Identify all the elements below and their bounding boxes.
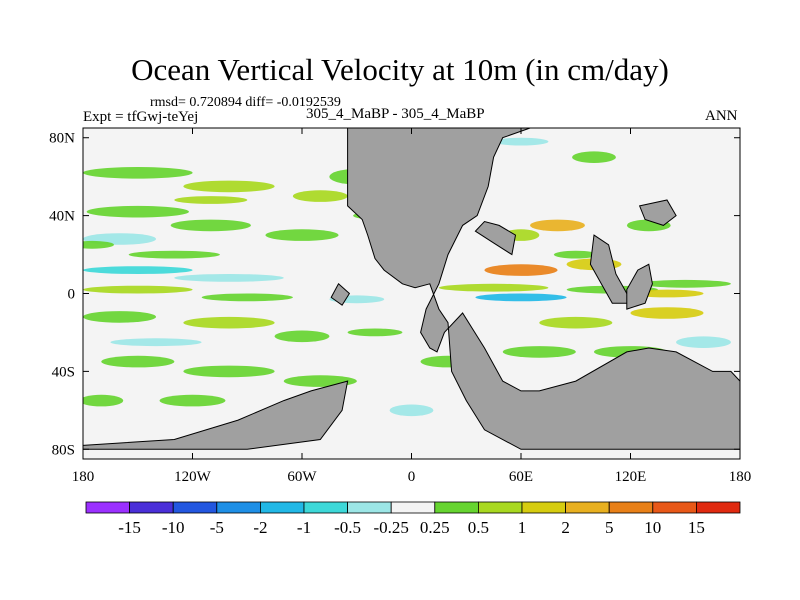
colorbar-swatch	[172, 501, 218, 514]
season-label: ANN	[705, 108, 738, 124]
anomaly-patch	[530, 219, 585, 232]
y-tick-label: 40S	[52, 364, 75, 380]
anomaly-patch	[170, 219, 251, 232]
anomaly-patch	[110, 338, 202, 347]
anomaly-patch	[183, 180, 275, 193]
colorbar-label: -5	[210, 518, 224, 537]
colorbar-swatch	[434, 501, 479, 514]
anomaly-patch	[389, 404, 434, 417]
colorbar-swatch	[347, 501, 392, 514]
anomaly-patch	[183, 365, 275, 378]
colorbar-swatch	[303, 501, 348, 514]
anomaly-patch	[183, 316, 275, 329]
anomaly-patch	[484, 264, 558, 276]
anomaly-patch	[493, 137, 549, 146]
colorbar-swatch	[477, 501, 523, 514]
land-mass	[626, 263, 653, 310]
colorbar-swatch	[608, 501, 654, 514]
anomaly-patch	[174, 274, 284, 282]
colorbar-label: 15	[688, 518, 705, 537]
colorbar-swatch	[259, 501, 305, 514]
colorbar-label: 2	[561, 518, 570, 537]
colorbar-label: 1	[518, 518, 527, 537]
land-mass	[83, 380, 349, 450]
anomaly-patch	[630, 307, 704, 319]
colorbar-swatch	[216, 501, 261, 514]
colorbar-label: -15	[118, 518, 141, 537]
x-tick-label: 180	[72, 469, 95, 485]
colorbar-label: -1	[297, 518, 311, 537]
x-tick-label: 60E	[509, 469, 533, 485]
anomaly-patch	[83, 311, 156, 323]
x-tick-label: 60W	[287, 469, 317, 485]
colorbar-label: -2	[253, 518, 267, 537]
anomaly-patch	[83, 285, 193, 294]
land-mass	[474, 220, 517, 256]
anomaly-patch	[101, 355, 175, 368]
x-tick-label: 0	[408, 469, 416, 485]
colorbar-label: -0.25	[373, 518, 408, 537]
colorbar-label: 0.25	[420, 518, 450, 537]
x-tick-label: 180	[729, 469, 752, 485]
colorbar-swatch	[521, 501, 566, 514]
land-mass	[638, 199, 677, 226]
colorbar-label: -10	[162, 518, 185, 537]
anomaly-patch	[174, 196, 248, 204]
anomaly-patch	[539, 316, 613, 329]
anomaly-patch	[265, 229, 339, 241]
y-tick-label: 80S	[52, 442, 75, 458]
chart-title: Ocean Vertical Velocity at 10m (in cm/da…	[131, 52, 669, 87]
colorbar-swatch	[85, 501, 130, 514]
y-tick-label: 80N	[49, 131, 75, 147]
anomaly-patch	[201, 293, 293, 302]
anomaly-patch	[475, 293, 567, 302]
anomaly-patch	[86, 205, 189, 218]
anomaly-patch	[83, 240, 114, 249]
colorbar-label: 0.5	[468, 518, 489, 537]
colorbar-swatch	[696, 501, 741, 514]
anomaly-patch	[274, 330, 330, 343]
expt-label: Expt = tfGwj-teYej	[83, 109, 199, 125]
anomaly-patch	[159, 394, 226, 407]
x-tick-label: 120E	[615, 469, 647, 485]
y-tick-label: 0	[68, 287, 76, 303]
colorbar-label: 5	[605, 518, 614, 537]
case-label: 305_4_MaBP - 305_4_MaBP	[306, 106, 485, 122]
anomaly-patch	[572, 151, 616, 163]
anomaly-patch	[502, 346, 576, 358]
stats-label: rmsd= 0.720894 diff= -0.0192539	[150, 95, 341, 110]
anomaly-patch	[83, 167, 193, 179]
colorbar-label: -0.5	[334, 518, 361, 537]
anomaly-patch	[347, 328, 403, 337]
colorbar-swatch	[565, 501, 610, 514]
anomaly-patch	[128, 250, 220, 259]
anomaly-patch	[83, 266, 193, 274]
colorbar-swatch	[129, 501, 174, 514]
x-tick-label: 120W	[174, 469, 212, 485]
colorbar-label: 10	[644, 518, 661, 537]
anomaly-patch	[639, 279, 731, 288]
land-mass	[347, 128, 740, 450]
anomaly-patch	[438, 283, 549, 292]
colorbar-swatch	[390, 501, 436, 514]
colorbar-swatch	[652, 501, 697, 514]
anomaly-patch	[553, 250, 598, 259]
land-mass	[330, 283, 351, 306]
anomaly-patch	[83, 394, 124, 407]
anomaly-patch	[676, 336, 731, 349]
anomaly-patch	[292, 190, 348, 202]
y-tick-label: 40N	[49, 209, 75, 225]
